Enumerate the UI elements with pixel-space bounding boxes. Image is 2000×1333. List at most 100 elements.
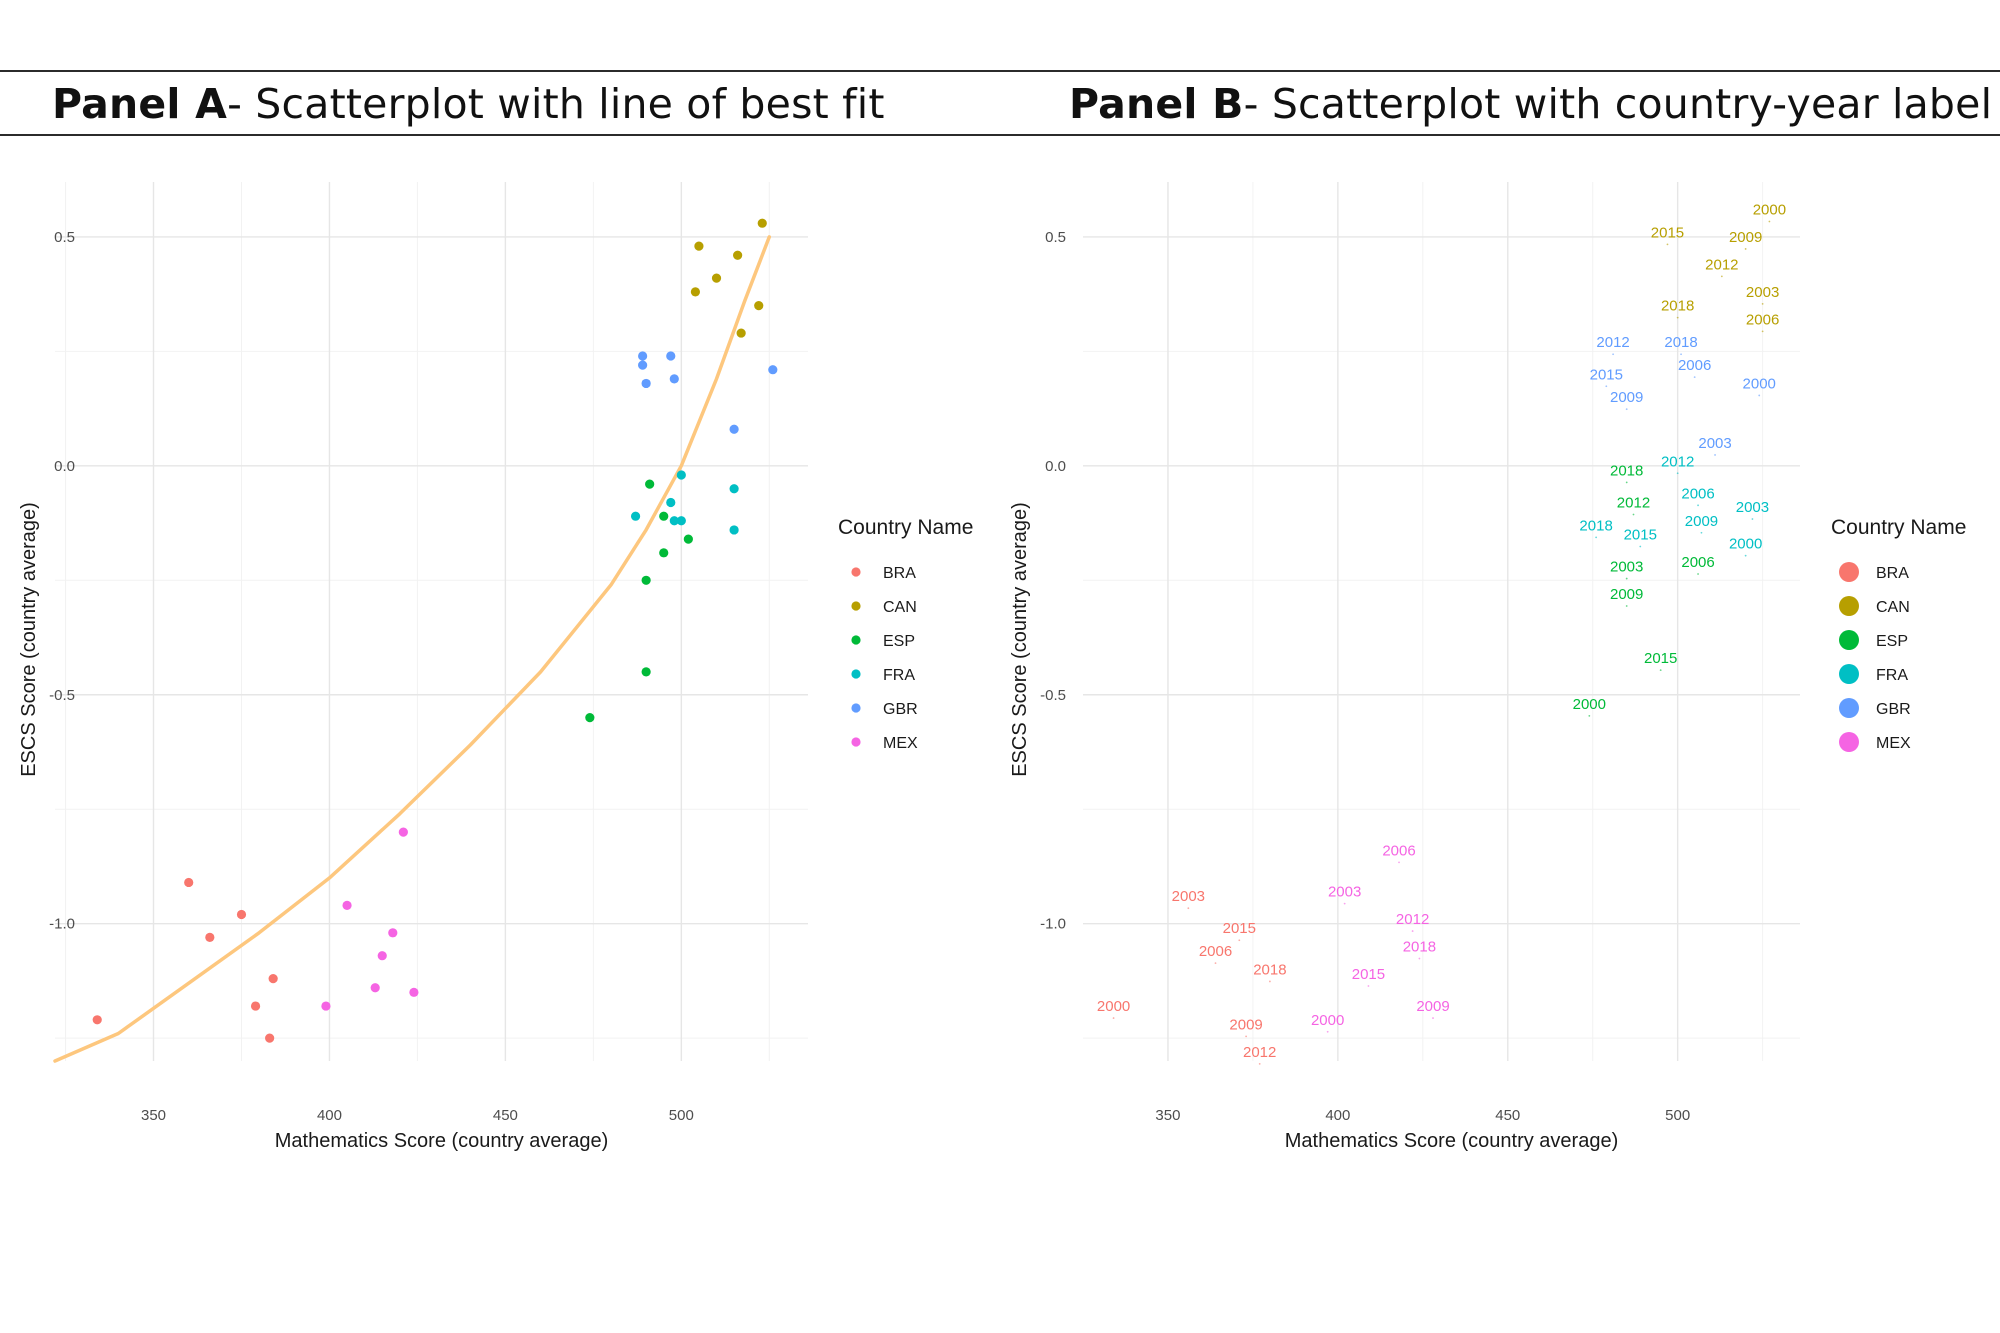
panel-b-label-esp: 2015 [1644,650,1677,667]
panel-a-point-bra [205,932,215,942]
panel-b-label-can: 2003 [1746,284,1779,301]
panel-a-point-bra [250,1001,261,1011]
panel-b-label-fra: 2012 [1661,453,1694,470]
panel-b-point-fra [1697,504,1699,507]
panel-b-point-bra [1268,980,1271,983]
panel-b-point-mex [1326,1030,1329,1033]
panel-b-x-tick-label: 350 [1155,1107,1180,1124]
panel-b-point-can [1761,302,1764,305]
panel-a-y-axis-title: ESCS Score (country average) [18,502,40,777]
panel-b-point-gbr [1758,394,1761,397]
panel-b-label-mex: 2009 [1416,998,1449,1015]
panel-b-label-bra: 2018 [1253,961,1286,978]
panel-b-point-mex [1418,957,1421,960]
panel-b-point-gbr [1625,408,1628,411]
panel-b-point-esp [1632,513,1635,516]
panel-a-point-bra [92,1015,102,1025]
panel-b-label-esp: 2006 [1681,554,1714,571]
panel-a-point-esp [645,479,655,489]
panel-b-legend-title: Country Name [1831,516,1966,539]
panel-b-point-fra [1744,554,1747,557]
panel-b-label-bra: 2000 [1097,998,1130,1015]
panel-a-point-can [736,328,746,338]
panel-b-label-gbr: 2000 [1743,375,1776,392]
panel-b-label-mex: 2015 [1352,966,1385,983]
panel-b-point-esp [1625,605,1628,607]
panel-a-point-bra [184,877,194,888]
panel-b-legend-label-gbr: GBR [1876,701,1911,718]
panel-b-point-fra [1751,518,1754,520]
panel-b-legend-label-bra: BRA [1876,565,1909,582]
panel-a-point-gbr [641,378,651,389]
panel-b-point-can [1676,316,1679,319]
panel-b-label-bra: 2009 [1229,1016,1262,1033]
panel-b-title: Panel B- Scatterplot with country-year l… [1069,80,1992,128]
panel-a-x-tick-label: 350 [141,1107,166,1124]
panel-a-legend-key-gbr [851,703,861,713]
panel-a-legend-key-esp [851,635,861,645]
panel-b-label-fra: 2015 [1624,527,1657,544]
panel-a-point-can [757,218,767,228]
panel-b-point-fra [1700,531,1703,534]
panel-a-title-bold: Panel A [52,80,228,128]
panel-a-title: Panel A- Scatterplot with line of best f… [52,80,885,128]
top-rule [0,70,2000,72]
panel-b-legend-label-can: CAN [1876,599,1910,616]
panel-a-legend-label-mex: MEX [883,735,918,752]
panel-a-title-rest: - Scatterplot with line of best fit [227,80,885,128]
panel-b-label-gbr: 2018 [1664,334,1697,351]
panel-a-legend-key-fra [851,669,861,679]
panel-b-point-esp [1659,669,1662,672]
panel-b-x-tick-label: 400 [1325,1107,1350,1124]
panel-b-label-mex: 2006 [1382,842,1415,859]
panel-a-point-bra [268,973,278,984]
panel-b-label-esp: 2000 [1573,696,1606,713]
panel-a-y-tick-label: -0.5 [49,687,75,704]
panel-b-label-esp: 2012 [1617,494,1650,511]
panel-a-point-bra [236,909,247,920]
panel-b-point-can [1768,220,1771,223]
panel-b-label-mex: 2000 [1311,1012,1344,1029]
panel-b-label-bra: 2015 [1223,920,1256,937]
panel-b-point-can [1666,243,1669,246]
panel-b-label-can: 2012 [1705,256,1738,273]
panel-b-label-gbr: 2009 [1610,389,1643,406]
panel-a-y-tick-label: 0.0 [54,458,75,475]
panel-b-label-esp: 2018 [1610,462,1643,479]
panel-b-point-mex [1411,930,1414,932]
panel-a-point-esp [659,548,669,558]
panel-b-point-mex [1367,985,1370,987]
panel-b-point-mex [1343,902,1346,905]
panel-b-legend-label-esp: ESP [1876,633,1908,650]
panel-a-point-esp [683,534,693,544]
panel-b-label-esp: 2003 [1610,559,1643,576]
panel-a-x-tick-label: 450 [493,1107,518,1124]
panel-a-point-esp [585,713,595,723]
panel-b-label-gbr: 2015 [1590,366,1623,383]
panel-b-point-can [1761,330,1764,333]
panel-b-point-can [1744,248,1747,250]
panel-b-label-gbr: 2003 [1698,435,1731,452]
panel-b-legend-key-fra [1839,664,1859,684]
panel-a-point-mex [377,951,387,961]
panel-a-legend-label-esp: ESP [883,633,915,650]
panel-b-label-can: 2009 [1729,229,1762,246]
panel-b-legend-key-gbr [1839,698,1859,718]
panel-b-label-fra: 2000 [1729,536,1762,553]
panel-a-legend-key-bra [851,567,861,577]
panel-b-label-fra: 2009 [1685,513,1718,530]
panel-b-label-can: 2018 [1661,298,1694,315]
panel-a-legend-label-bra: BRA [883,565,916,582]
panel-a-point-fra [676,516,686,526]
panel-b-y-tick-label: 0.5 [1045,229,1066,246]
panel-b-title-bold: Panel B [1069,80,1244,128]
panel-a-x-tick-label: 500 [669,1107,694,1124]
panel-a-fit-line [53,235,772,1063]
panel-b-point-mex [1398,861,1400,864]
panel-b-x-tick-label: 450 [1495,1107,1520,1124]
panel-b-label-bra: 2003 [1172,888,1205,905]
panel-a-point-gbr [638,351,648,361]
panel-a-point-mex [398,827,408,837]
panel-b-legend-key-esp [1839,630,1859,650]
